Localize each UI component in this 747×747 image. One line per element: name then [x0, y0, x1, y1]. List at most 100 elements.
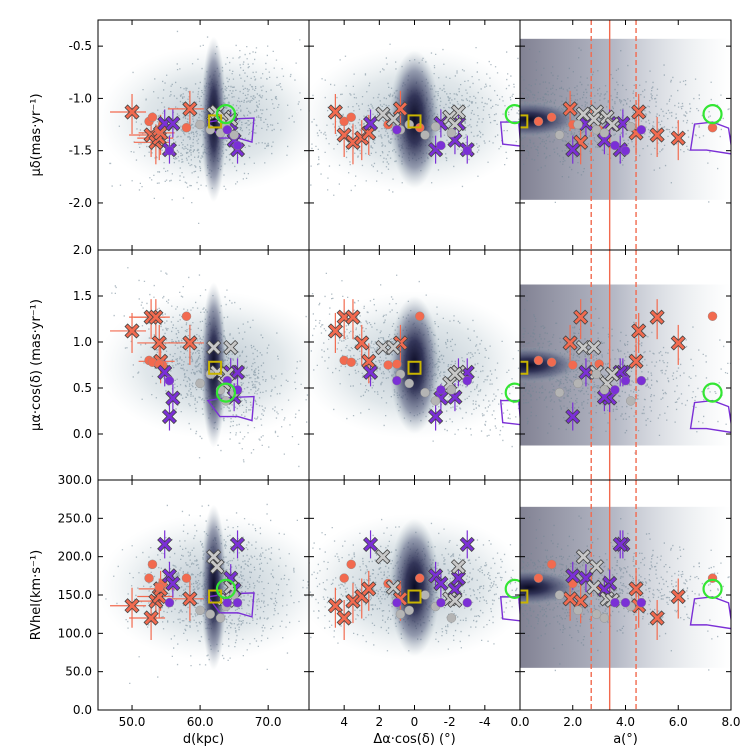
series-green-circle-highlight [504, 103, 520, 125]
series-green-circle-highlight [702, 578, 723, 599]
series-orange-crosses [327, 309, 408, 369]
panel-plot-area [98, 503, 309, 684]
y-tick-label: 0.5 [73, 381, 92, 395]
data-point [143, 610, 159, 626]
panel-pmdec-vs-dra [308, 19, 521, 251]
ticks [309, 20, 520, 250]
data-point [533, 573, 544, 583]
purple-contour [689, 121, 731, 155]
data-point [420, 590, 430, 600]
data-point [147, 112, 158, 122]
panel-pmdec-vs-a [519, 19, 732, 251]
data-point [232, 140, 243, 151]
data-point [195, 605, 205, 616]
series-green-circle-highlight [702, 103, 723, 125]
x-tick-label: 50.0 [119, 715, 146, 729]
data-point [361, 581, 377, 597]
ticks [309, 479, 520, 711]
highlight-circle [702, 578, 723, 599]
data-point [670, 588, 686, 605]
series-yellow-square [407, 360, 422, 375]
data-point [446, 613, 457, 623]
data-point [610, 140, 620, 151]
x-tick-label: 8.0 [721, 715, 740, 729]
x-tick-label: 4.0 [616, 715, 635, 729]
data-point [182, 335, 198, 351]
series-purple-points [610, 597, 647, 608]
data-point [462, 375, 472, 386]
density-cloud [98, 503, 309, 684]
data-point [588, 559, 605, 575]
panel-plot-area [520, 480, 731, 710]
series-orange-crosses [327, 581, 408, 626]
data-point [620, 145, 631, 156]
data-point [151, 335, 167, 351]
data-point [586, 339, 602, 356]
series-orange-crosses [562, 309, 686, 369]
data-point [395, 609, 406, 619]
highlight-circle [215, 382, 237, 403]
data-point [450, 559, 467, 575]
data-point [385, 579, 401, 595]
data-point [383, 360, 393, 370]
data-point [446, 128, 457, 138]
y-tick-label: -1.0 [69, 91, 92, 105]
ticks [98, 20, 309, 250]
data-point [385, 111, 401, 127]
density-core [389, 518, 440, 657]
panel-pmra-vs-dra [308, 249, 521, 481]
highlight-circle [504, 103, 520, 125]
data-point [420, 130, 430, 140]
data-point [447, 592, 463, 608]
data-point [182, 591, 198, 607]
panel-plot-area [520, 20, 731, 250]
series-orange-points [339, 311, 425, 370]
data-point [546, 357, 557, 367]
data-point [670, 130, 686, 146]
series-green-circle-highlight [215, 578, 237, 599]
y-tick-label: -2.0 [69, 196, 92, 210]
density-core [389, 50, 440, 189]
series-purple-points [164, 125, 243, 156]
data-point [404, 378, 414, 389]
data-point [205, 609, 216, 619]
data-point [392, 101, 408, 117]
data-point [596, 389, 612, 405]
data-point [573, 309, 589, 325]
data-point [147, 559, 158, 570]
data-point [520, 114, 529, 129]
data-point [407, 360, 422, 375]
data-point [631, 104, 647, 120]
data-point [562, 101, 578, 117]
data-point [565, 568, 581, 584]
data-point [636, 597, 647, 608]
data-point [626, 121, 636, 132]
x-tick-label: -2 [444, 715, 456, 729]
data-point [610, 597, 620, 608]
data-point [407, 114, 422, 129]
data-point [407, 589, 422, 604]
data-point [181, 122, 192, 133]
series-purple-crosses [565, 536, 631, 598]
data-point [436, 385, 446, 395]
data-point [345, 134, 361, 150]
data-point [649, 309, 665, 325]
data-point [554, 590, 565, 600]
data-point [362, 115, 379, 132]
data-point [586, 111, 602, 127]
data-point [182, 101, 198, 117]
data-point [164, 597, 175, 608]
data-point [327, 104, 343, 120]
ticks [98, 249, 309, 480]
data-point [707, 311, 718, 321]
data-point [447, 366, 463, 382]
panel-rv-vs-dra [308, 479, 521, 711]
data-point [707, 122, 718, 133]
data-point [568, 578, 578, 589]
y-tick-label: 200.0 [58, 550, 92, 564]
highlight-circle [215, 578, 237, 599]
data-point [565, 142, 581, 158]
data-point [636, 125, 647, 135]
data-point [345, 309, 361, 325]
purple-contour [689, 399, 731, 434]
